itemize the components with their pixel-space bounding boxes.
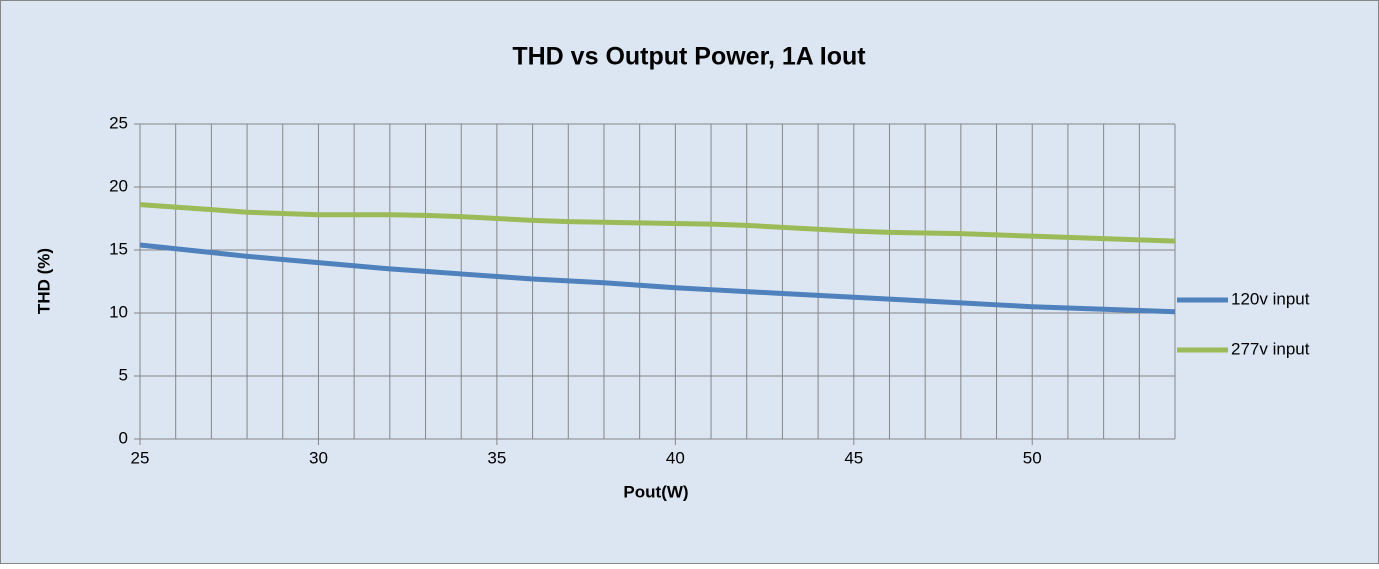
y-tick-label: 0 (119, 428, 128, 447)
x-tick-label: 25 (131, 448, 150, 467)
x-tick-label: 35 (487, 448, 506, 467)
legend-label: 277v input (1231, 339, 1310, 358)
y-tick-label: 10 (109, 302, 128, 321)
y-tick-label: 25 (109, 113, 128, 132)
y-tick-label: 15 (109, 239, 128, 258)
series-line (139, 202, 1176, 244)
x-axis-label: Pout(W) (623, 482, 688, 501)
x-tick-label: 30 (309, 448, 328, 467)
y-tick-label: 5 (119, 365, 128, 384)
chart-title: THD vs Output Power, 1A Iout (512, 43, 866, 71)
x-tick-label: 40 (666, 448, 685, 467)
x-tick-label: 45 (844, 448, 863, 467)
series-line (139, 242, 1176, 315)
x-tick-label: 50 (1023, 448, 1042, 467)
y-tick-label: 20 (109, 176, 128, 195)
y-axis-label: THD (%) (34, 248, 53, 314)
legend-label: 120v input (1231, 289, 1310, 308)
